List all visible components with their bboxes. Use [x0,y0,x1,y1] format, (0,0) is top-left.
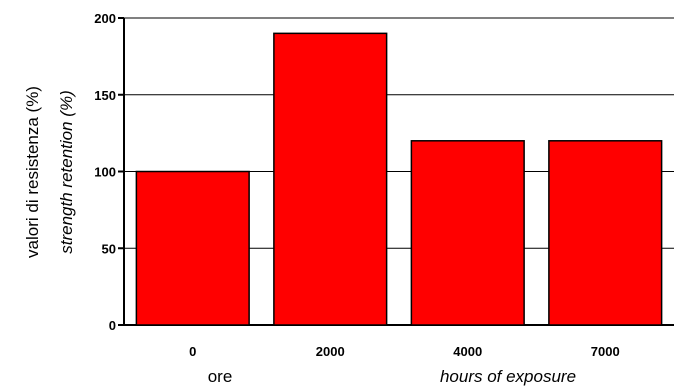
y-tick-label: 200 [94,11,116,26]
x-axis-ticks: 0 2000 4000 7000 [189,344,620,359]
bar-0 [135,170,250,326]
y-axis-label: valori di resistenza (%) [23,86,42,258]
y-tick-label: 150 [94,88,116,103]
y-tick-label: 100 [94,165,116,180]
x-axis-label-en: hours of exposure [440,367,576,386]
x-tick-label: 2000 [316,344,345,359]
bars [135,32,663,326]
bar-2000 [273,32,388,326]
x-tick-label: 0 [189,344,196,359]
y-axis-label-en: strength retention (%) [57,90,76,253]
x-tick-label: 4000 [453,344,482,359]
y-axis-ticks: 0 50 100 150 200 [94,11,124,333]
bar-4000 [410,140,525,326]
x-axis-label: ore [208,367,233,386]
bar-7000 [548,140,663,326]
x-tick-label: 7000 [591,344,620,359]
y-tick-label: 50 [102,241,116,256]
y-tick-label: 0 [109,318,116,333]
